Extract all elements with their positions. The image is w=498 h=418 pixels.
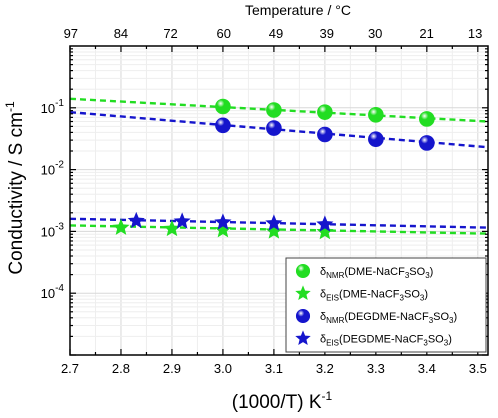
circle-point-2: [317, 126, 333, 143]
circle-point-2: [215, 117, 231, 134]
plot-frame: [69, 45, 489, 356]
star-point-3: [127, 211, 145, 229]
star-point-3: [173, 212, 191, 229]
circle-point-0: [419, 111, 435, 127]
legend-label: δEIS(DME-NaCF3SO3): [320, 289, 428, 303]
top-axis-title: Temperature / °C: [245, 2, 351, 18]
star-point-3: [214, 213, 232, 230]
top-tick-label: 60: [217, 26, 231, 41]
x-tick-label: 3.4: [418, 361, 436, 376]
x-tick-label: 3.0: [214, 361, 232, 376]
tick-labels: 2.7 2.8 2.9 3.0 3.1 3.2 3.3 3.4 3.5 97 84 72 60 49 39 3…: [41, 26, 487, 376]
circle-point-0: [368, 107, 384, 123]
star-point-1: [112, 218, 130, 235]
y-axis-title-sup: -1: [3, 101, 17, 112]
top-tick-label: 30: [368, 26, 382, 41]
legend-label: δNMR(DME-NaCF3SO3): [320, 266, 433, 280]
star-point-3: [316, 215, 334, 232]
y-tick-label: 10-1: [41, 98, 65, 116]
legend-marker: [295, 330, 311, 346]
x-axis-title-main: (1000/T) K: [232, 392, 322, 413]
x-tick-label: 2.9: [163, 361, 181, 376]
top-tick-label: 39: [319, 26, 333, 41]
circle-point-2: [419, 135, 435, 151]
star-point-1: [163, 219, 181, 237]
y-tick-label: 10-2: [41, 160, 65, 178]
x-tick-label: 2.7: [61, 361, 79, 376]
y-tick-label: 10-3: [41, 221, 65, 239]
legend-marker: [295, 285, 311, 301]
x-tick-label: 3.5: [469, 361, 487, 376]
star-point-1: [316, 222, 334, 240]
legend-marker: [295, 308, 311, 324]
x-tick-label: 3.1: [265, 361, 283, 376]
top-tick-label: 72: [163, 26, 177, 41]
y-tick-label: 10-4: [41, 283, 65, 301]
star-point-1: [214, 221, 232, 238]
star-point-3: [265, 214, 283, 231]
axis-ticks: [69, 46, 488, 356]
legend-label: δEIS(DEGDME-NaCF3SO3): [320, 334, 452, 348]
top-tick-label: 97: [64, 26, 78, 41]
top-tick-label: 84: [114, 26, 128, 41]
y-axis-title-main: Conductivity / S cm: [6, 112, 27, 275]
top-tick-label: 21: [419, 26, 433, 41]
x-tick-label: 3.2: [316, 361, 334, 376]
x-axis-title: (1000/T) K-1: [232, 389, 333, 413]
legend-marker: [295, 263, 311, 279]
legend-box: [285, 257, 487, 353]
top-tick-label: 49: [269, 26, 283, 41]
circle-point-2: [266, 120, 282, 136]
y-axis-title: Conductivity / S cm-1: [3, 101, 27, 275]
legend-label: δNMR(DEGDME-NaCF3SO3): [320, 311, 457, 325]
x-tick-label: 2.8: [112, 361, 130, 376]
x-axis-title-sup: -1: [322, 389, 333, 403]
data-markers: [112, 98, 435, 240]
circle-point-2: [368, 131, 384, 148]
circle-point-0: [317, 104, 333, 120]
circle-point-0: [215, 98, 231, 115]
x-tick-label: 3.3: [367, 361, 385, 376]
circle-point-0: [266, 102, 282, 118]
top-tick-label: 13: [468, 26, 482, 41]
legend: δNMR(DME-NaCF3SO3) δEIS(DME-NaCF3SO3) δNMR…: [285, 257, 487, 353]
star-point-1: [265, 222, 283, 239]
